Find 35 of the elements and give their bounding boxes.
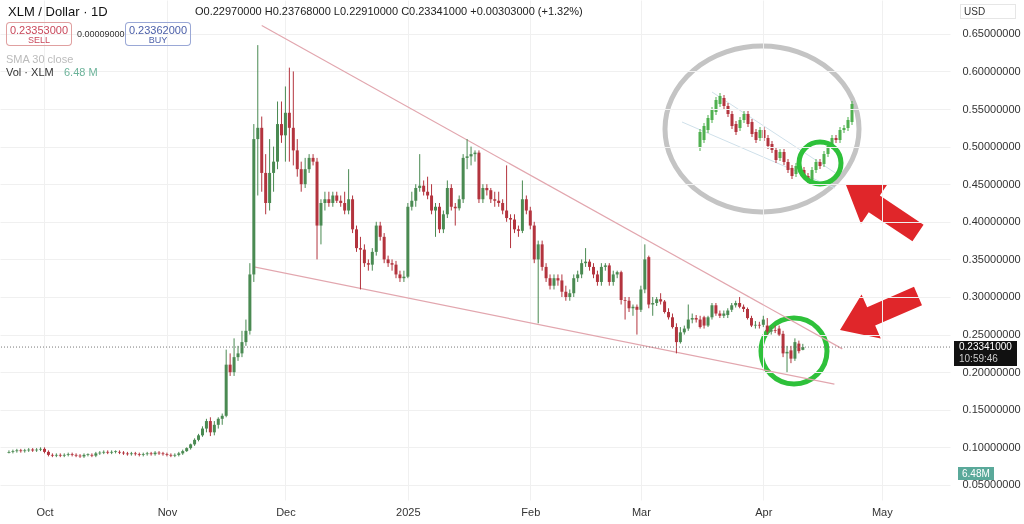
annotation: Vol · XLM bbox=[6, 66, 54, 78]
y-tick-label: 0.05000000 bbox=[962, 478, 1021, 491]
y-tick-label: 0.60000000 bbox=[962, 64, 1021, 77]
chart-title: XLM / Dollar · 1D bbox=[8, 4, 108, 19]
annotation: 6.48 M bbox=[64, 66, 98, 78]
x-tick-label: 2025 bbox=[396, 505, 421, 518]
ref-line-label: 0.23341000 bbox=[959, 341, 1012, 353]
annotation: SELL bbox=[6, 35, 72, 46]
x-tick-label: May bbox=[871, 505, 894, 518]
annotation: BUY bbox=[125, 35, 191, 46]
text: 10:59:46 bbox=[959, 353, 999, 366]
y-tick-label: 0.15000000 bbox=[962, 403, 1021, 416]
x-tick-label: Dec bbox=[276, 505, 297, 518]
x-tick-label: Nov bbox=[157, 505, 178, 518]
x-tick-label: Oct bbox=[36, 505, 54, 518]
annotation: 0.23353000 bbox=[6, 22, 72, 36]
y-tick-label: 0.10000000 bbox=[962, 440, 1021, 453]
annotation: 0.00009000 bbox=[77, 29, 125, 39]
y-tick-label: 0.40000000 bbox=[962, 215, 1021, 228]
x-tick-label: Feb bbox=[521, 505, 541, 518]
y-tick-label: 0.50000000 bbox=[962, 140, 1021, 153]
y-tick-label: 0.35000000 bbox=[962, 252, 1021, 265]
x-tick-label: Apr bbox=[755, 505, 773, 518]
y-tick-label: 0.55000000 bbox=[962, 102, 1021, 115]
y-tick-label: 0.30000000 bbox=[962, 290, 1021, 303]
text: USD bbox=[960, 4, 1017, 19]
x-tick-label: Mar bbox=[631, 505, 652, 518]
y-tick-label: 0.25000000 bbox=[962, 328, 1021, 341]
y-tick-label: 0.65000000 bbox=[962, 27, 1021, 40]
annotation: SMA 30 close bbox=[6, 53, 74, 65]
text: 6.48M bbox=[958, 467, 994, 480]
y-tick-label: 0.45000000 bbox=[962, 177, 1021, 190]
annotation: 0.23362000 bbox=[125, 22, 191, 36]
y-tick-label: 0.20000000 bbox=[962, 365, 1021, 378]
chart-subtitle: O0.22970000 H0.23768000 L0.22910000 C0.23341000 +0.00303000 (+1.32%) bbox=[195, 5, 583, 17]
